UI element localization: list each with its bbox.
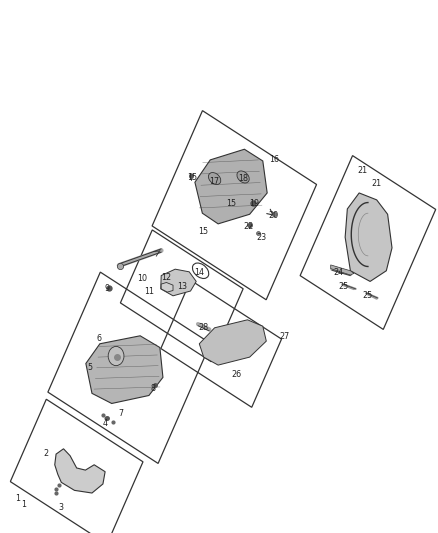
Text: 20: 20 [268, 212, 279, 220]
Text: 17: 17 [209, 177, 220, 185]
Text: 8: 8 [151, 384, 156, 392]
Text: 6: 6 [96, 334, 101, 343]
Polygon shape [55, 449, 105, 493]
Text: 10: 10 [138, 274, 147, 283]
Polygon shape [199, 320, 266, 365]
Text: 25: 25 [363, 292, 373, 300]
Polygon shape [195, 149, 267, 224]
Text: 21: 21 [371, 180, 382, 188]
Ellipse shape [208, 173, 221, 184]
Text: 1: 1 [21, 500, 27, 509]
Text: 15: 15 [198, 228, 209, 236]
Polygon shape [86, 336, 163, 403]
Text: 28: 28 [198, 324, 209, 332]
Text: 27: 27 [279, 333, 290, 341]
Polygon shape [161, 282, 173, 292]
Text: 22: 22 [243, 222, 254, 231]
Text: 5: 5 [87, 364, 92, 372]
Polygon shape [345, 193, 392, 281]
Text: 12: 12 [161, 273, 172, 281]
Text: 26: 26 [231, 370, 242, 378]
Circle shape [108, 346, 124, 366]
Text: 2: 2 [43, 449, 49, 457]
Text: 14: 14 [194, 269, 204, 277]
Polygon shape [331, 265, 354, 275]
Text: 9: 9 [105, 285, 110, 293]
Text: 4: 4 [102, 419, 108, 428]
Text: 19: 19 [249, 199, 259, 208]
Text: 25: 25 [339, 282, 349, 291]
Text: 13: 13 [177, 282, 187, 291]
Text: 24: 24 [333, 269, 344, 277]
Text: 18: 18 [238, 174, 248, 183]
Text: 16: 16 [269, 156, 279, 164]
Text: 15: 15 [187, 173, 197, 182]
Text: 3: 3 [59, 503, 64, 512]
Text: 1: 1 [15, 494, 20, 503]
Ellipse shape [237, 171, 249, 183]
Text: 23: 23 [257, 233, 267, 241]
Text: 11: 11 [144, 287, 154, 296]
Text: 21: 21 [357, 166, 367, 175]
Text: 7: 7 [118, 409, 123, 417]
Polygon shape [161, 269, 196, 296]
Text: 15: 15 [226, 199, 236, 208]
